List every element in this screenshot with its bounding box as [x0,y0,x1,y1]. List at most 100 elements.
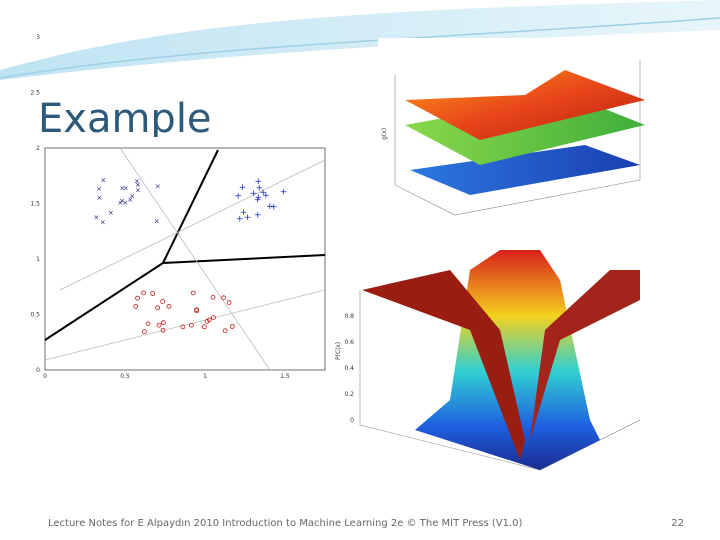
point-o [155,305,160,311]
page-number: 22 [671,518,684,529]
point-plus: + [255,177,263,187]
y-tick-label: 2 [36,145,40,152]
boundary [162,254,326,264]
boundary [44,262,164,341]
bell-surface [415,250,600,470]
axes-box [394,60,641,216]
x-tick-label: 1.5 [280,373,290,380]
point-plus: + [262,191,270,201]
y-tick-label: 0 [36,367,40,374]
point-o [166,303,172,309]
point-x: × [100,176,106,184]
z-tick-label: 0 [350,417,354,424]
point-plus: + [240,208,248,218]
point-x: × [129,192,135,200]
axis-label-deco: g(x) [381,128,388,140]
point-plus: + [270,202,278,212]
point-o [156,322,162,328]
scatter-figure: 00.511.522.533.500.511.522.533.54×××××××… [27,34,610,390]
point-o [211,315,216,321]
point-o [229,324,235,329]
point-o [188,322,194,328]
point-o [135,295,140,301]
point-plus: + [255,193,263,203]
point-x: × [119,184,125,192]
point-plus: + [266,202,274,212]
point-plus: + [250,189,258,199]
pairwise-line [44,289,326,361]
point-x: × [135,187,141,195]
point-o [201,324,207,330]
point-o [226,300,232,305]
point-plus: + [256,184,264,194]
point-x: × [96,194,102,202]
point-o [206,317,212,323]
point-plus: + [280,188,288,198]
point-x: × [93,214,99,222]
z-tick-label: 0.8 [344,313,354,320]
point-o [190,290,196,296]
plane-red [405,70,645,140]
point-x: × [134,177,140,185]
point-o [221,295,226,301]
point-plus: + [234,192,242,202]
point-o [160,299,166,304]
point-plus: + [254,211,262,221]
point-plus: + [239,183,247,193]
point-plus: + [259,188,267,198]
point-x: × [108,209,114,217]
slide-title: Example [38,96,212,142]
plateau-surface [362,270,525,460]
point-x: × [100,218,106,226]
point-o [141,290,146,296]
point-o [145,321,151,327]
plateau-surface [530,270,640,440]
y-tick-label: 1 [36,256,40,263]
point-x: × [119,197,125,205]
header-swoosh [0,0,720,80]
boundary [162,149,219,264]
y-tick-label: 3 [36,34,40,41]
axis-label-deco: P(C|x) [335,342,342,360]
surface-figure: P(C|x) 0 0.2 0.4 0.6 0.8 [330,245,650,500]
y-tick-label: 2.5 [30,90,40,97]
point-x: × [155,183,161,191]
point-o [141,329,147,335]
z-tick-label: 0.6 [344,339,354,346]
point-o [210,294,216,300]
z-tick-label: 0.2 [344,391,354,398]
point-plus: + [236,215,244,225]
x-tick-label: 0 [43,373,47,380]
x-tick-label: 0.5 [120,373,130,380]
pairwise-line [59,159,326,291]
point-x: × [154,218,160,226]
y-tick-label: 0.5 [30,312,40,319]
x-tick-label: 1 [203,373,207,380]
point-x: × [117,199,123,207]
pairwise-line [119,147,271,371]
point-x: × [96,185,102,193]
point-plus: + [254,195,262,205]
point-x: × [127,196,133,204]
point-o [150,291,156,296]
header-line [0,17,720,79]
footer-note: Lecture Notes for E Alpaydın 2010 Introd… [48,518,523,529]
point-x: × [123,185,129,193]
z-tick-label: 0.4 [344,365,354,372]
plane-blue [410,145,640,195]
y-tick-label: 1.5 [30,201,40,208]
plot-frame [44,147,326,371]
point-x: × [122,199,128,207]
point-o [194,308,200,314]
point-o [222,328,228,334]
point-x: × [135,181,141,189]
point-o [160,327,166,333]
planes-figure: g(x) [378,38,652,250]
point-o [160,320,166,326]
point-o [133,303,139,309]
point-o [180,324,186,330]
point-plus: + [244,213,252,223]
figure-bg [27,137,330,390]
